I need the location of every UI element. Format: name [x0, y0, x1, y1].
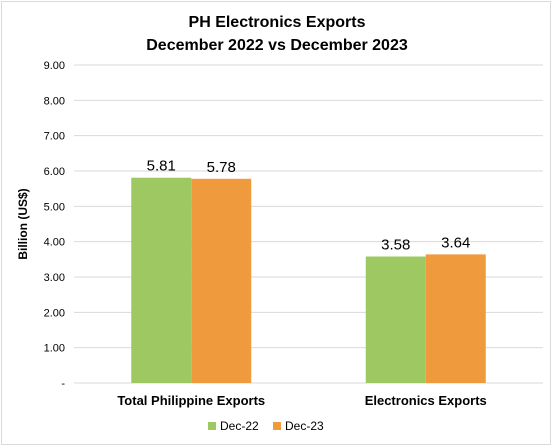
bar-dec-22-1 — [131, 177, 192, 383]
bar-dec-22-2 — [365, 256, 426, 383]
y-tick-label: 2.00 — [44, 307, 65, 319]
y-tick-label: 8.00 — [44, 95, 65, 107]
y-tick-label: 6.00 — [44, 166, 65, 178]
legend-swatch-dec-23 — [273, 422, 281, 430]
y-tick-label: 7.00 — [44, 131, 65, 143]
data-label: 3.64 — [441, 234, 470, 251]
data-label: 5.78 — [207, 159, 236, 176]
legend-label: Dec-22 — [220, 419, 259, 433]
y-tick-label: 1.00 — [44, 343, 65, 355]
y-tick-label: 9.00 — [44, 60, 65, 72]
y-tick-label: 4.00 — [44, 237, 65, 249]
x-category-label: Electronics Exports — [365, 393, 487, 408]
bar-dec-23-1 — [191, 178, 252, 383]
y-axis-label: Billion (US$) — [16, 188, 30, 259]
data-label: 5.81 — [147, 158, 176, 175]
bar-dec-23-2 — [425, 254, 486, 383]
chart-title-line-1: PH Electronics Exports — [189, 14, 366, 31]
x-category-label: Total Philippine Exports — [117, 393, 265, 408]
y-tick-label: 3.00 — [44, 272, 65, 284]
y-tick-label: - — [61, 378, 65, 390]
data-label: 3.58 — [381, 237, 410, 254]
y-tick-label: 5.00 — [44, 201, 65, 213]
legend-label: Dec-23 — [285, 419, 324, 433]
legend-swatch-dec-22 — [208, 422, 216, 430]
chart-title-line-2: December 2022 vs December 2023 — [146, 37, 408, 54]
